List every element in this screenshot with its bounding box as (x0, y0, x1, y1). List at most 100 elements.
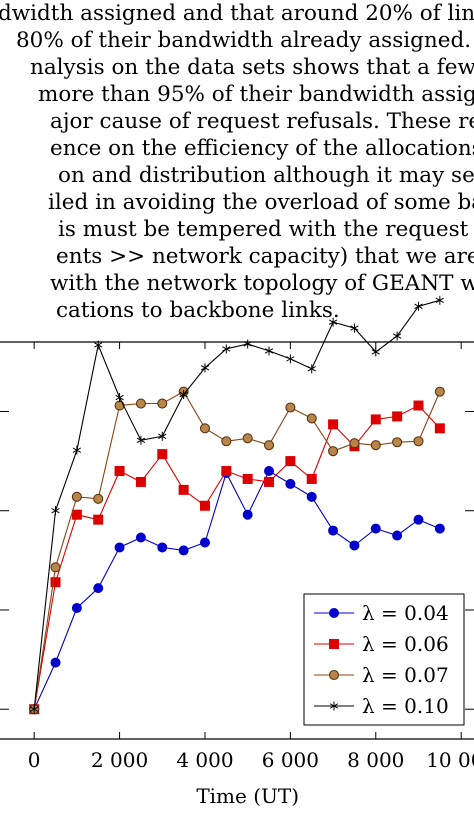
data-point (285, 456, 296, 467)
series-3 (30, 295, 444, 714)
data-point (285, 402, 296, 413)
data-point (200, 363, 210, 373)
data-point (349, 438, 360, 449)
paragraph-line: nalysis on the data sets shows that a fe… (30, 55, 474, 80)
paragraph-line: 80% of their bandwidth already assigned.… (16, 28, 474, 53)
star-stroke (115, 394, 124, 401)
star-stroke (51, 508, 60, 514)
star-stroke (94, 342, 103, 348)
data-point (414, 301, 423, 311)
data-point (392, 437, 403, 448)
data-point (221, 466, 232, 477)
data-point (114, 400, 125, 411)
data-point (222, 344, 231, 354)
data-point (264, 466, 275, 477)
data-point (179, 390, 188, 400)
data-point (72, 445, 82, 455)
data-point (371, 347, 380, 357)
data-point (263, 440, 275, 451)
x-axis-label: Time (UT) (196, 784, 299, 808)
data-point (413, 436, 424, 447)
star-stroke (179, 391, 188, 398)
data-point (328, 669, 340, 681)
paragraph-line: on and distribution although it may seem… (58, 163, 474, 188)
data-point (93, 493, 104, 504)
paragraph-line: is must be tempered with the request loa… (58, 217, 469, 242)
legend-label: λ = 0.06 (362, 632, 449, 656)
data-point (157, 398, 168, 409)
paragraph-line: cations to backbone links. (56, 298, 340, 323)
data-point (178, 484, 189, 495)
data-point (435, 295, 444, 305)
data-point (242, 509, 253, 520)
series-2 (29, 386, 445, 715)
paragraph-line: ents >> network capacity) that we are co… (56, 244, 474, 269)
star-stroke (200, 365, 210, 371)
star-stroke (414, 303, 423, 309)
data-point (370, 523, 381, 534)
star-stroke (243, 341, 252, 347)
data-point (307, 364, 316, 374)
star-stroke (72, 447, 82, 453)
data-point (243, 339, 252, 349)
data-point (370, 414, 381, 425)
data-point (178, 545, 189, 556)
data-point (50, 657, 61, 668)
data-point (199, 537, 210, 548)
x-tick-label: 4 000 (176, 748, 233, 772)
data-point (328, 419, 339, 430)
legend: λ = 0.04 λ = 0.06 λ = 0.07 λ = 0.10 (303, 593, 465, 726)
star-stroke (392, 333, 402, 339)
star-stroke (286, 356, 295, 362)
star-stroke (222, 346, 231, 352)
series-line (33, 299, 440, 710)
data-point (349, 540, 360, 551)
data-point (51, 506, 60, 516)
data-point (306, 491, 317, 502)
star-stroke (350, 325, 359, 331)
data-point (157, 449, 168, 460)
data-point (71, 509, 82, 520)
star-stroke (371, 349, 380, 355)
paragraph-line: ajor cause of request refusals. These re… (50, 109, 474, 134)
data-point (328, 446, 339, 457)
star-stroke (329, 703, 339, 709)
data-point (115, 393, 124, 403)
data-point (392, 411, 403, 422)
data-point (94, 340, 103, 350)
data-point (370, 440, 381, 451)
data-point (158, 431, 167, 441)
paragraph-line: dwidth assigned and that around 20% of l… (0, 1, 474, 26)
x-tick-label: 2 000 (91, 748, 148, 772)
data-point (328, 317, 338, 327)
data-point (434, 523, 445, 534)
paragraph-line: ence on the efficiency of the allocation… (50, 136, 474, 161)
data-point (392, 530, 403, 541)
data-point (135, 398, 146, 409)
data-point (50, 577, 61, 588)
data-point (392, 331, 402, 341)
data-point (135, 476, 146, 487)
data-point (242, 433, 253, 444)
x-tick-label: 0 (28, 748, 41, 772)
data-point (93, 583, 104, 594)
star-stroke (435, 297, 444, 303)
data-point (329, 608, 339, 618)
data-point (71, 491, 82, 502)
data-point (350, 323, 359, 333)
legend-label: λ = 0.04 (362, 601, 449, 625)
star-stroke (328, 319, 338, 325)
x-tick-label: 6 000 (262, 748, 319, 772)
series-1 (29, 400, 445, 715)
data-point (135, 532, 146, 543)
data-point (286, 354, 295, 364)
paragraph-line: iled in avoiding the overload of some ba… (48, 190, 474, 215)
legend-label: λ = 0.07 (362, 663, 449, 687)
star-stroke (158, 433, 167, 439)
data-point (413, 514, 424, 525)
data-point (71, 602, 82, 613)
data-point (50, 562, 61, 573)
data-point (114, 466, 125, 477)
